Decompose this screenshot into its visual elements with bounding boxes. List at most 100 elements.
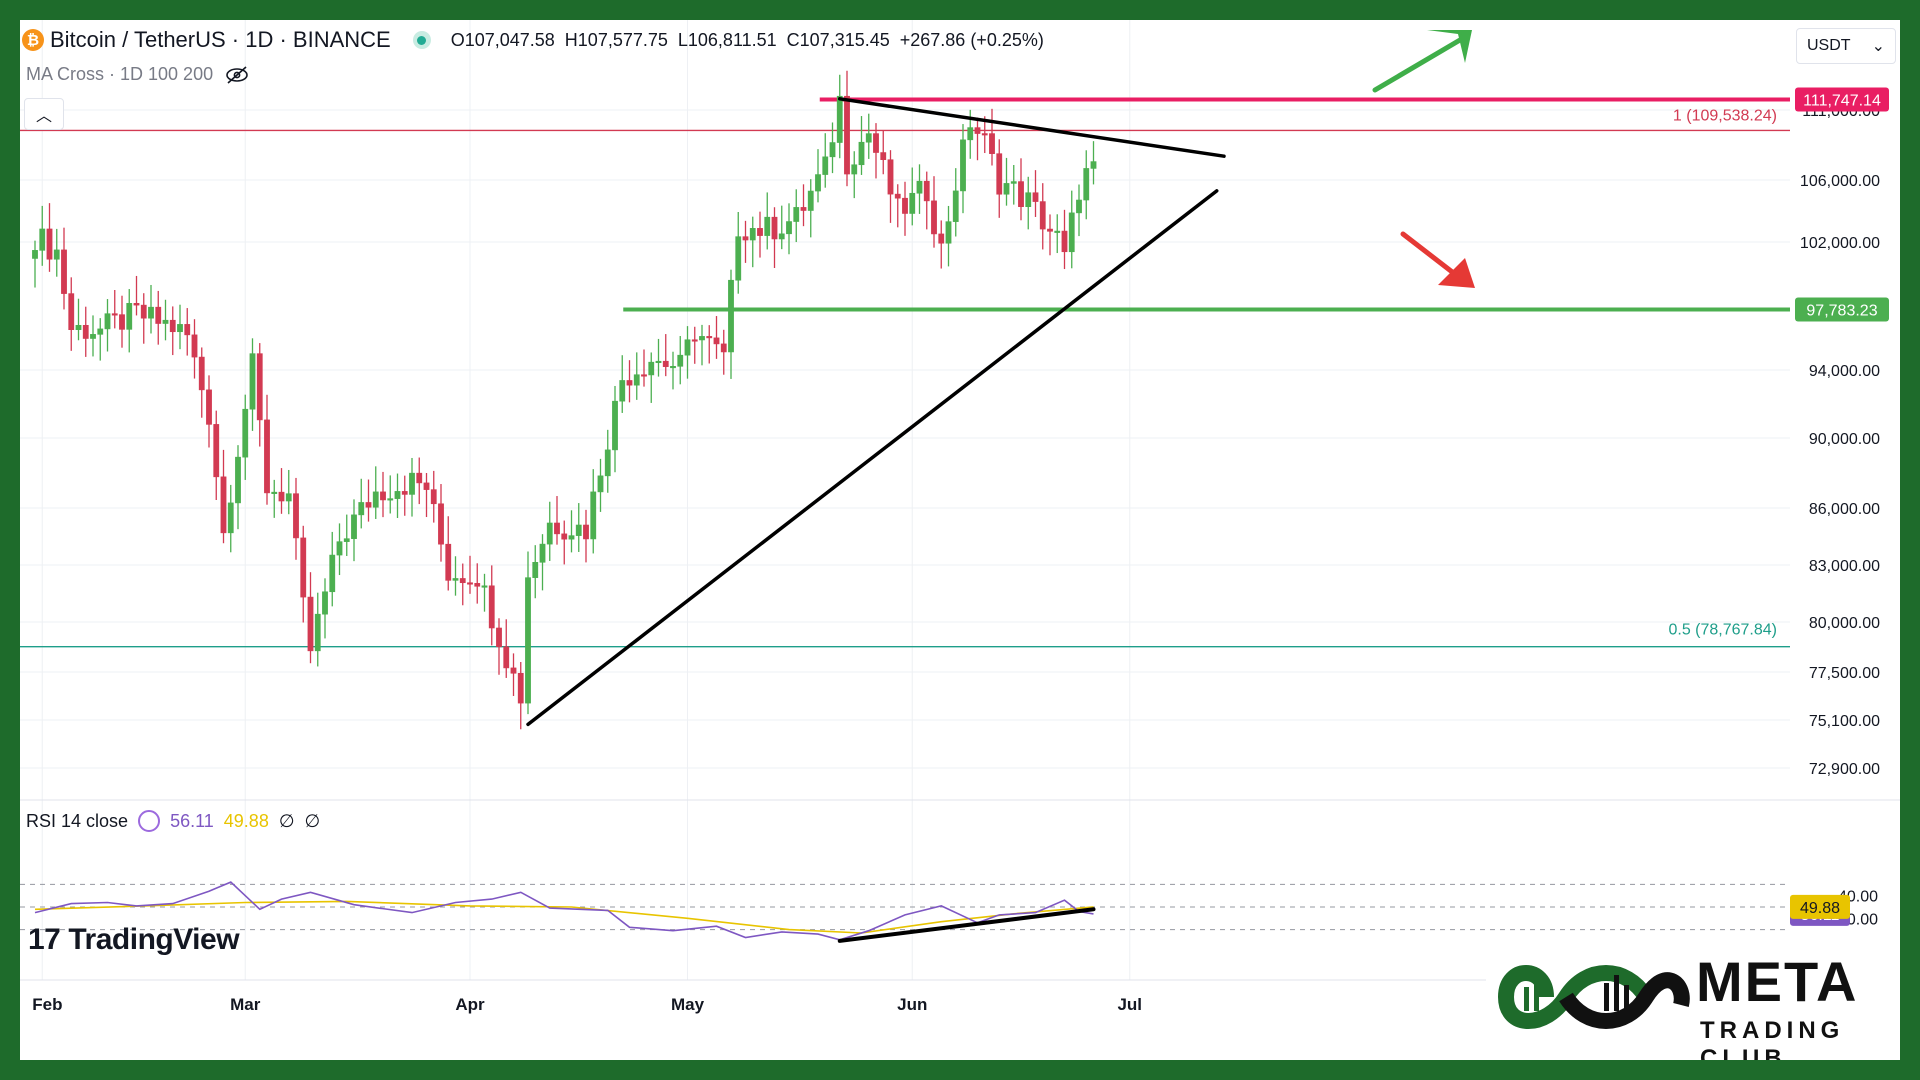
candle-body (336, 541, 343, 556)
candle-body (1047, 228, 1053, 232)
candle-body (619, 380, 626, 402)
grid (20, 20, 1900, 981)
candle (452, 556, 459, 596)
candle-body (829, 142, 836, 158)
candle-body (597, 475, 604, 493)
candle (191, 319, 198, 379)
tradingview-icon: 17 (28, 923, 61, 956)
candle-body (162, 319, 169, 324)
candle-body (728, 279, 734, 353)
price-tick: 75,100.00 (1809, 713, 1880, 730)
candle-body (278, 491, 285, 502)
symbol-title[interactable]: Bitcoin / TetherUS · 1D · BINANCE (50, 27, 391, 52)
candle-body (662, 360, 669, 367)
candle-body (568, 535, 575, 540)
candle (68, 277, 75, 351)
time-tick: Feb (32, 995, 62, 1014)
currency-select[interactable]: USDT ⌄ (1796, 28, 1896, 64)
candle (82, 306, 89, 357)
time-tick: May (671, 995, 705, 1014)
candle (568, 510, 575, 553)
candle (865, 113, 872, 159)
candle-body (1076, 199, 1082, 214)
candle-body (546, 522, 553, 545)
candle-body (488, 585, 495, 629)
candle-body (191, 334, 198, 358)
candle-body (46, 228, 53, 260)
symbol-header[interactable]: ₿ Bitcoin / TetherUS · 1D · BINANCE O107… (22, 24, 1054, 56)
candle (90, 315, 96, 357)
candle (380, 471, 386, 518)
candle (677, 336, 684, 385)
candle (336, 523, 343, 576)
candle (1061, 209, 1068, 270)
support-badge-text: 97,783.23 (1806, 302, 1877, 319)
candle (264, 394, 270, 505)
candle (713, 316, 720, 359)
candle-body (938, 233, 945, 244)
candle-body (177, 324, 183, 333)
candle-body (503, 646, 510, 669)
candle (1083, 150, 1090, 220)
collapse-button[interactable]: ︿ (24, 98, 64, 130)
candle (851, 151, 858, 199)
candle (836, 74, 843, 159)
candle (757, 211, 763, 258)
price-tick: 90,000.00 (1809, 431, 1880, 448)
candle (619, 355, 626, 413)
candle-body (242, 408, 249, 458)
support-badge-bg (1795, 297, 1889, 322)
candle-body (372, 491, 379, 508)
candle-body (510, 667, 517, 674)
bitcoin-icon: ₿ (22, 29, 44, 51)
time-tick: Mar (230, 995, 261, 1014)
candle (684, 326, 691, 379)
candlestick-chart[interactable]: 1 (109,538.24) 0.5 (78,767.84) 106,000.00… (20, 20, 1900, 1060)
candle (148, 284, 154, 334)
candle (343, 514, 350, 557)
candle (902, 181, 908, 236)
candle (416, 457, 423, 505)
candle-body (133, 303, 140, 306)
candle (1047, 214, 1053, 256)
candle-body (401, 491, 408, 495)
candle (394, 473, 401, 519)
candle-body (394, 491, 401, 499)
ohlc-high: H107,577.75 (564, 29, 668, 50)
ohlc-close: C107,315.45 (786, 29, 890, 50)
candle-body (706, 336, 713, 339)
candle-body (981, 133, 988, 136)
candle (1032, 170, 1039, 217)
candle-body (684, 339, 691, 356)
candle-body (807, 190, 814, 211)
candle (909, 167, 916, 226)
bullish-arrow-shaft (1372, 37, 1463, 93)
candle (575, 503, 582, 552)
candle (604, 429, 611, 493)
candle-body (612, 400, 618, 451)
candle-body (633, 374, 640, 386)
candle (53, 228, 60, 277)
candle (474, 563, 481, 604)
candle (314, 592, 321, 667)
candle-body (75, 324, 82, 330)
candle (1090, 141, 1097, 185)
candle-body (757, 228, 763, 236)
rsi-header[interactable]: RSI 14 close 56.11 49.88 ∅ ∅ (26, 810, 320, 832)
candle-body (111, 313, 118, 316)
candle (285, 469, 292, 515)
candle-body (184, 324, 191, 336)
candle (590, 469, 597, 554)
candle (931, 176, 937, 248)
eye-off-icon[interactable] (225, 65, 249, 84)
candle-body (1025, 192, 1032, 207)
meta-wordmark: META (1696, 950, 1859, 1013)
candle (793, 189, 800, 243)
bullish-arrow (1372, 30, 1472, 93)
indicator-ma-cross[interactable]: MA Cross · 1D 100 200 (26, 64, 249, 85)
support-badge: 97,783.23 (1795, 297, 1889, 322)
lower-trendline (526, 189, 1219, 727)
candle-body (256, 353, 263, 421)
candle (771, 207, 778, 269)
